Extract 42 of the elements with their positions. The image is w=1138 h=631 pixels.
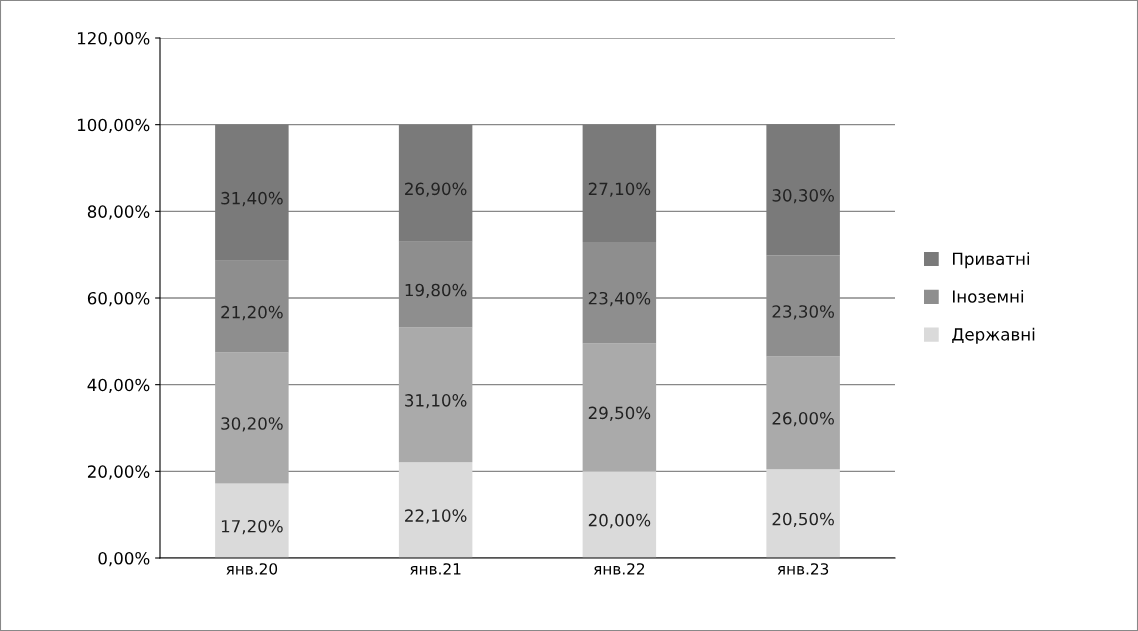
data-label: 23,30% xyxy=(772,305,834,320)
data-label: 31,10% xyxy=(405,394,467,409)
x-tick-label: янв.23 xyxy=(777,563,829,575)
y-tick-label: 80,00% xyxy=(87,205,150,220)
y-tick-label: 40,00% xyxy=(87,378,150,393)
legend-label: Приватні xyxy=(953,252,1030,269)
data-label: 20,50% xyxy=(772,512,834,528)
y-tick-label: 20,00% xyxy=(87,465,150,480)
data-label: 30,30% xyxy=(772,189,834,204)
data-label: 30,20% xyxy=(221,417,283,432)
data-label: 26,90% xyxy=(405,182,467,197)
data-label: 17,20% xyxy=(221,519,283,535)
data-label: 27,10% xyxy=(588,182,651,197)
y-tick-label: 120,00% xyxy=(77,31,150,47)
y-tick-label: 60,00% xyxy=(87,291,150,307)
bar xyxy=(766,469,840,558)
bar xyxy=(582,124,657,243)
bar xyxy=(215,483,289,558)
y-tick-label: 0,00% xyxy=(98,551,150,567)
x-tick-label: янв.22 xyxy=(594,563,645,575)
data-label: 31,40% xyxy=(221,191,283,207)
y-tick-label: 100,00% xyxy=(77,118,150,133)
x-tick-label: янв.21 xyxy=(410,563,461,575)
bar xyxy=(398,462,473,558)
legend-label: Іноземні xyxy=(953,289,1024,303)
bar xyxy=(766,124,840,256)
bar xyxy=(398,125,473,242)
bar xyxy=(766,356,840,470)
data-label: 29,50% xyxy=(588,406,651,421)
data-label: 21,20% xyxy=(221,305,283,321)
data-label: 23,40% xyxy=(588,291,651,307)
legend-label: Державні xyxy=(952,327,1035,344)
data-label: 26,00% xyxy=(772,412,834,427)
data-label: 22,10% xyxy=(405,509,467,524)
bar xyxy=(215,352,289,484)
data-label: 20,00% xyxy=(588,513,651,529)
x-tick-label: янв.20 xyxy=(226,563,278,575)
data-label: 19,80% xyxy=(405,283,467,299)
bar xyxy=(582,343,657,472)
bar xyxy=(215,124,289,261)
bar xyxy=(582,471,657,558)
bar xyxy=(398,327,473,463)
